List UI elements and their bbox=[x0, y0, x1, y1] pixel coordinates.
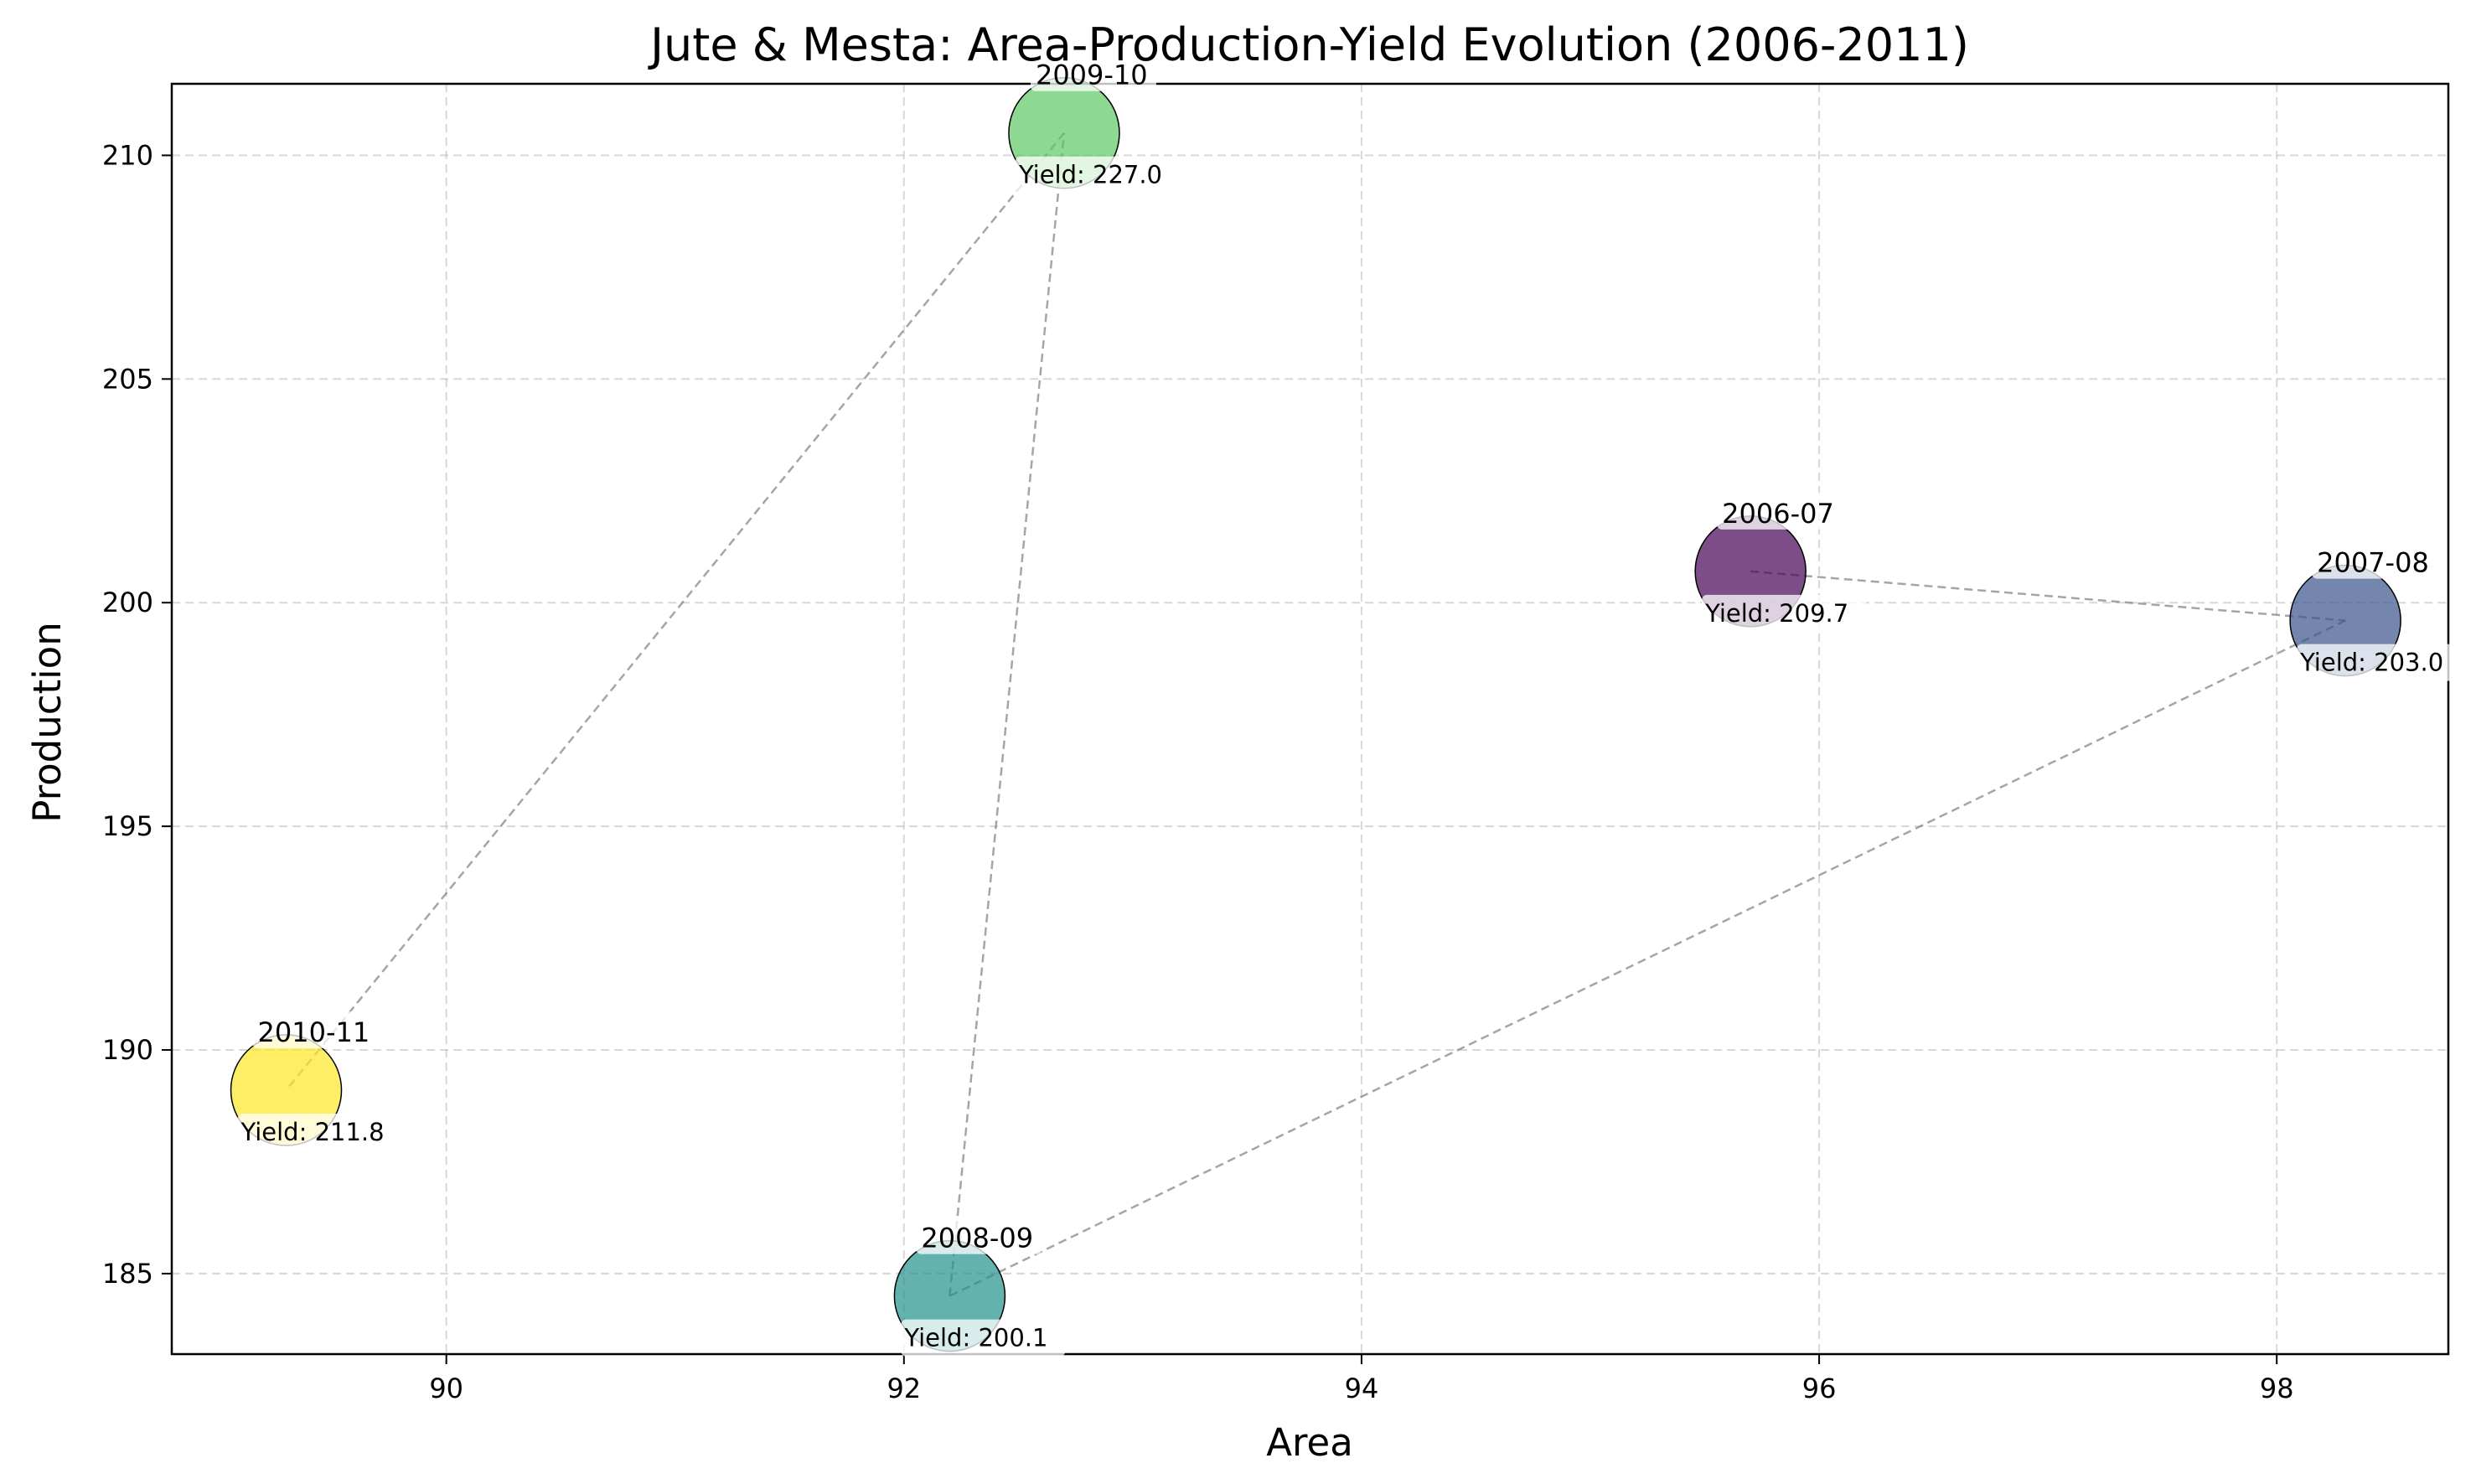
yield-label-box bbox=[1702, 594, 1867, 632]
x-tick-label: 96 bbox=[1802, 1373, 1837, 1404]
yield-label-box bbox=[237, 1114, 402, 1151]
point-labels: 2006-07 Yield: 209.7 2007-08 Yield: 203.0 20… bbox=[237, 54, 2462, 1357]
year-label: 2009-10 bbox=[1036, 59, 1148, 91]
y-tick-label: 195 bbox=[102, 810, 153, 842]
yield-label: Yield: 227.0 bbox=[1018, 161, 1162, 189]
connector-lines bbox=[285, 132, 2346, 1297]
chart-title: Jute & Mesta: Area-Production-Yield Evol… bbox=[648, 18, 1969, 71]
axis-ticks: 90 92 94 96 98 185 190 195 200 205 210 bbox=[102, 139, 2294, 1404]
yield-label-box bbox=[901, 1319, 1066, 1357]
y-tick-label: 200 bbox=[102, 587, 153, 618]
x-tick-label: 92 bbox=[887, 1373, 921, 1404]
connector-line bbox=[949, 132, 1066, 1296]
year-label: 2006-07 bbox=[1722, 498, 1834, 530]
grid bbox=[172, 84, 2448, 1354]
year-label-box bbox=[916, 1217, 1042, 1254]
year-label-box bbox=[1030, 54, 1156, 91]
year-label: 2008-09 bbox=[921, 1223, 1033, 1254]
connector-line bbox=[285, 132, 1065, 1091]
connector-line bbox=[1750, 570, 2346, 622]
year-label-box bbox=[252, 1011, 379, 1049]
y-tick-label: 185 bbox=[102, 1258, 153, 1290]
yield-label: Yield: 203.0 bbox=[2299, 649, 2443, 677]
yield-label: Yield: 209.7 bbox=[1704, 599, 1848, 628]
year-label: 2010-11 bbox=[258, 1016, 370, 1048]
x-axis-label: Area bbox=[1266, 1420, 1353, 1465]
x-tick-label: 94 bbox=[1345, 1373, 1379, 1404]
connector-line bbox=[949, 619, 2346, 1297]
yield-label-box bbox=[1015, 156, 1180, 194]
x-tick-label: 90 bbox=[429, 1373, 463, 1404]
yield-label-box bbox=[2297, 644, 2462, 681]
y-tick-label: 190 bbox=[102, 1034, 153, 1066]
yield-label: Yield: 211.8 bbox=[240, 1118, 385, 1146]
plot-frame bbox=[170, 82, 2450, 1356]
year-label-box bbox=[2312, 541, 2438, 579]
y-tick-label: 205 bbox=[102, 363, 153, 395]
y-axis-label: Production bbox=[25, 622, 70, 822]
x-tick-label: 98 bbox=[2260, 1373, 2294, 1404]
year-label-box bbox=[1717, 492, 1843, 530]
yield-label: Yield: 200.1 bbox=[903, 1324, 1047, 1352]
y-tick-label: 210 bbox=[102, 139, 153, 171]
year-label: 2007-08 bbox=[2317, 547, 2429, 579]
